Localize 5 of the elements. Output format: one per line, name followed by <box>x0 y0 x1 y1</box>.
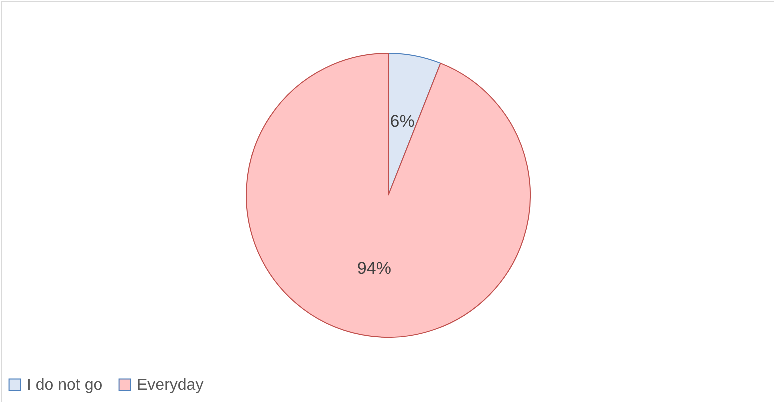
data-label: 6% <box>390 112 415 131</box>
legend-label: Everyday <box>137 377 204 394</box>
pie-slice <box>246 53 531 338</box>
legend-label: I do not go <box>27 377 103 394</box>
data-label: 94% <box>357 259 392 278</box>
